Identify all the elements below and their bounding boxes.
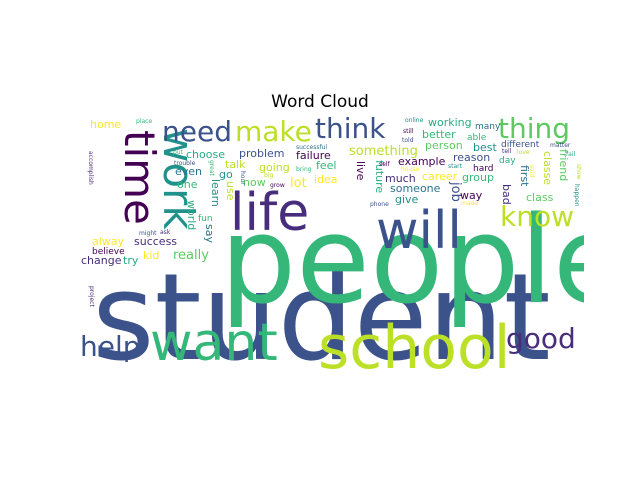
- word-130: still: [403, 128, 414, 135]
- word-94: start: [448, 163, 463, 170]
- word-22: first: [518, 165, 531, 187]
- word-109: project: [88, 286, 95, 307]
- word-30: failure: [296, 149, 331, 162]
- word-53: world: [185, 200, 198, 230]
- word-26: idea: [314, 173, 338, 186]
- word-44: go: [219, 168, 233, 181]
- word-56: home: [90, 118, 121, 131]
- word-151: put: [173, 149, 184, 156]
- word-97: might: [139, 230, 157, 237]
- word-91: place: [136, 118, 152, 125]
- word-6: time: [115, 130, 164, 225]
- word-4: will: [376, 201, 462, 261]
- word-129: tell: [502, 148, 512, 155]
- word-147: matter: [550, 142, 571, 149]
- word-113: fail: [566, 151, 575, 158]
- word-114: online: [405, 117, 424, 124]
- word-92: successful: [296, 144, 327, 151]
- word-16: lot: [290, 176, 307, 191]
- word-80: hard: [473, 164, 493, 174]
- word-101: great: [208, 160, 215, 177]
- word-25: talk: [225, 158, 246, 171]
- word-33: choose: [186, 148, 225, 161]
- word-48: class: [526, 191, 554, 204]
- word-13: help: [80, 330, 141, 363]
- word-140: self: [379, 161, 390, 168]
- word-104: happen: [573, 184, 580, 207]
- word-37: reason: [453, 151, 490, 164]
- word-11: thing: [498, 116, 570, 145]
- word-32: even: [175, 165, 202, 178]
- word-62: someone: [390, 182, 441, 195]
- word-126: house: [401, 166, 419, 173]
- word-7: work: [154, 128, 203, 230]
- word-145: love: [517, 149, 530, 156]
- word-24: learn: [209, 179, 222, 207]
- word-35: going: [259, 161, 290, 174]
- word-41: better: [422, 128, 456, 141]
- word-34: give: [395, 193, 419, 206]
- word-0: student: [92, 249, 551, 370]
- word-65: use: [224, 181, 237, 201]
- word-31: one: [177, 178, 198, 191]
- word-18: really: [173, 248, 209, 263]
- word-23: future: [373, 160, 386, 193]
- word-36: career: [422, 170, 458, 183]
- word-58: friend: [557, 149, 570, 181]
- word-29: bad: [500, 184, 513, 205]
- word-19: success: [134, 235, 177, 248]
- word-89: accomplish: [87, 151, 94, 185]
- word-17: job: [448, 181, 463, 202]
- word-51: group: [462, 171, 494, 184]
- word-115: big: [264, 172, 273, 179]
- word-1: people: [220, 192, 584, 331]
- word-60: live: [354, 161, 367, 181]
- word-127: hour: [239, 171, 246, 185]
- word-136: made: [461, 200, 478, 207]
- word-87: trouble: [174, 160, 196, 167]
- word-28: now: [243, 176, 266, 189]
- word-71: able: [467, 133, 487, 143]
- word-15: something: [349, 144, 418, 159]
- word-cloud: studentpeopleschoolwantwilllifetimeworkm…: [80, 116, 584, 370]
- word-66: kid: [143, 249, 159, 262]
- word-81: fun: [198, 214, 213, 224]
- word-107: phone: [370, 201, 389, 208]
- word-54: best: [473, 141, 497, 154]
- word-38: person: [425, 139, 463, 152]
- word-9: think: [315, 116, 386, 145]
- word-59: change: [81, 254, 122, 267]
- word-96: said: [528, 165, 535, 177]
- word-10: need: [162, 116, 232, 148]
- word-42: say: [203, 224, 216, 243]
- word-21: feel: [316, 159, 336, 172]
- word-27: problem: [239, 147, 285, 160]
- word-95: show: [575, 164, 582, 180]
- word-3: want: [150, 313, 278, 370]
- word-39: much: [385, 172, 416, 185]
- word-110: grow: [270, 182, 285, 189]
- word-67: different: [501, 140, 540, 150]
- word-149: ask: [160, 229, 171, 236]
- word-12: know: [500, 200, 574, 233]
- word-73: day: [499, 156, 516, 166]
- word-2: school: [318, 313, 510, 370]
- word-43: try: [123, 254, 139, 267]
- word-63: working: [428, 116, 472, 129]
- word-20: example: [398, 155, 446, 168]
- word-117: told: [402, 137, 414, 144]
- word-111: bring: [296, 166, 312, 173]
- word-45: classe: [541, 151, 554, 185]
- word-40: way: [460, 189, 483, 202]
- word-14: good: [506, 322, 576, 355]
- word-5: life: [230, 183, 309, 243]
- word-72: many: [475, 122, 501, 132]
- word-8: make: [235, 116, 312, 148]
- word-cloud-svg: studentpeopleschoolwantwilllifetimeworkm…: [80, 116, 584, 370]
- word-70: believe: [92, 247, 125, 257]
- chart-title: Word Cloud: [271, 92, 369, 112]
- word-46: alway: [92, 235, 125, 248]
